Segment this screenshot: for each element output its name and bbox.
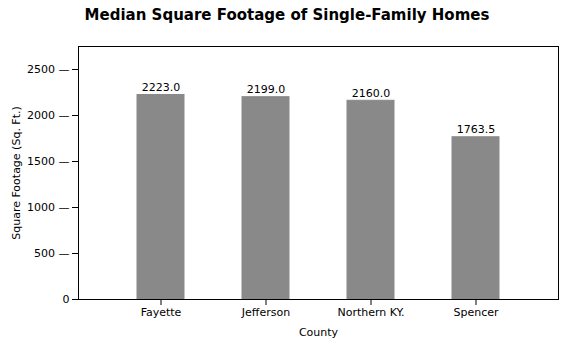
svg-text:500 —: 500 — <box>34 247 70 260</box>
svg-text:2000 —: 2000 — <box>27 109 70 122</box>
svg-text:Jefferson: Jefferson <box>241 306 290 319</box>
svg-text:2199.0: 2199.0 <box>247 83 286 96</box>
svg-text:2223.0: 2223.0 <box>142 81 181 94</box>
svg-text:2500 —: 2500 — <box>27 63 70 76</box>
svg-text:County: County <box>299 326 339 339</box>
svg-text:1500 —: 1500 — <box>27 155 70 168</box>
svg-text:Fayette: Fayette <box>141 306 182 319</box>
svg-text:2160.0: 2160.0 <box>352 87 391 100</box>
svg-text:1000 —: 1000 — <box>27 201 70 214</box>
svg-text:Square Footage (Sq. Ft.): Square Footage (Sq. Ft.) <box>10 106 23 240</box>
svg-text:Spencer: Spencer <box>453 306 499 319</box>
svg-text:0: 0 <box>63 293 70 306</box>
html-text:Median Square Footage of Singl: Median Square Footage of Single-Family H… <box>84 6 490 24</box>
svg-text:Northern KY.: Northern KY. <box>337 306 404 319</box>
svg-text:1763.5: 1763.5 <box>457 123 496 136</box>
